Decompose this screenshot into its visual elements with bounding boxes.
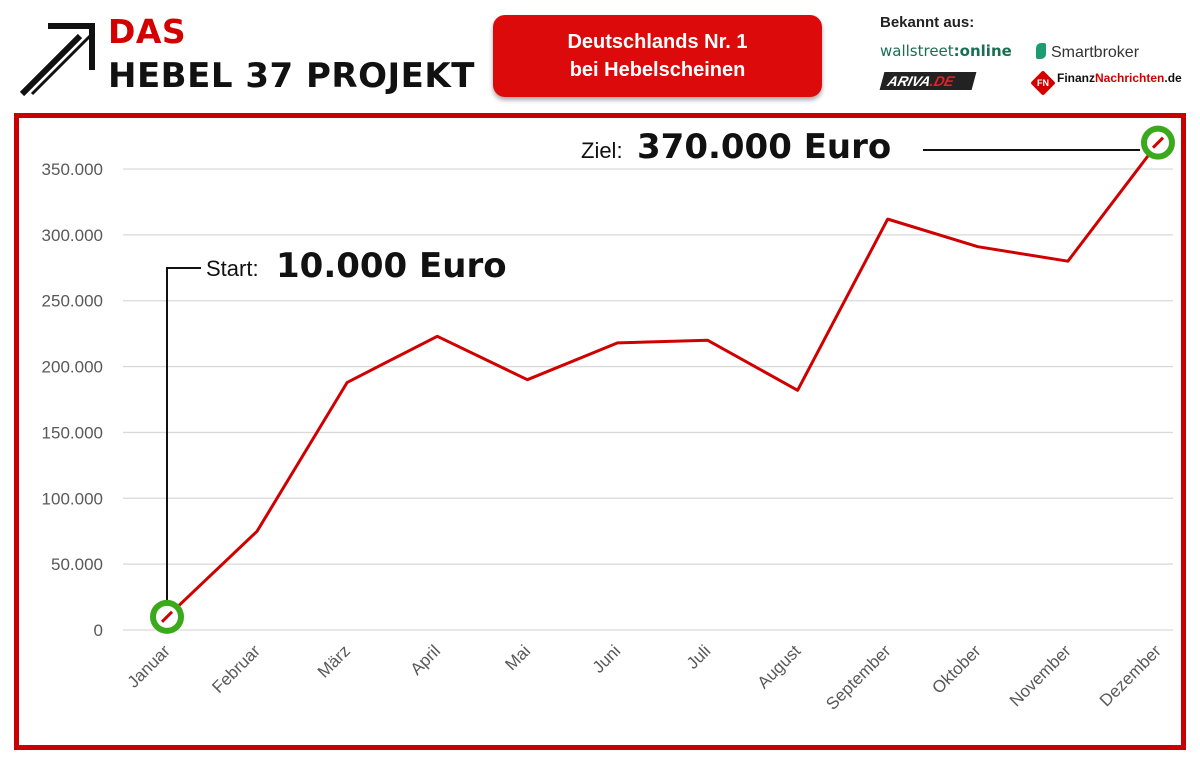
x-tick-label: April bbox=[407, 641, 444, 678]
banner-line-1: Deutschlands Nr. 1 bbox=[567, 31, 748, 53]
x-tick-label: Juli bbox=[683, 641, 714, 672]
x-tick-label: November bbox=[1006, 641, 1075, 710]
y-tick-label: 150.000 bbox=[42, 423, 103, 442]
start-leader-line bbox=[166, 267, 201, 607]
x-tick-label: Juni bbox=[589, 641, 624, 676]
goal-annotation-label: Ziel: bbox=[581, 138, 623, 163]
x-tick-label: Mai bbox=[501, 641, 534, 674]
logo-line-1: DAS bbox=[108, 12, 187, 51]
brand-logo: DAS HEBEL 37 PROJEKT bbox=[18, 12, 474, 100]
y-tick-label: 300.000 bbox=[42, 226, 103, 245]
wallstreet-logo-part-1: wallstreet bbox=[880, 42, 954, 60]
known-from-label: Bekannt aus: bbox=[880, 14, 975, 31]
finanznachrichten-logo: FN FinanzNachrichten.de bbox=[1030, 70, 1182, 96]
wallstreet-logo-part-2: :online bbox=[953, 42, 1012, 60]
y-tick-label: 200.000 bbox=[42, 358, 103, 377]
smartbroker-icon bbox=[1036, 43, 1046, 59]
y-tick-label: 50.000 bbox=[51, 555, 103, 574]
x-tick-label: Februar bbox=[208, 641, 264, 697]
fn-logo-part-1: Finanz bbox=[1057, 71, 1095, 85]
wallstreet-online-logo: wallstreet:online bbox=[880, 42, 1012, 60]
goal-marker-line-segment bbox=[1151, 136, 1165, 149]
start-annotation-label: Start: bbox=[206, 256, 259, 281]
chart-frame bbox=[14, 113, 1186, 750]
series-line bbox=[165, 141, 1160, 618]
y-tick-label: 100.000 bbox=[42, 489, 103, 508]
y-tick-label: 350.000 bbox=[42, 160, 103, 179]
logo-line-2: HEBEL 37 PROJEKT bbox=[108, 56, 475, 96]
x-tick-label: Oktober bbox=[928, 641, 984, 697]
fn-logo-part-2: Nachrichten bbox=[1095, 71, 1165, 85]
smartbroker-logo: Smartbroker bbox=[1036, 43, 1139, 62]
x-tick-label: März bbox=[314, 641, 354, 681]
x-tick-label: Dezember bbox=[1096, 641, 1165, 710]
x-tick-label: Januar bbox=[124, 641, 174, 691]
y-tick-label: 250.000 bbox=[42, 292, 103, 311]
x-tick-label: September bbox=[822, 641, 894, 713]
fn-logo-part-3: .de bbox=[1164, 71, 1182, 85]
arrow-logo-icon bbox=[19, 23, 95, 97]
goal-annotation-value: 370.000 Euro bbox=[637, 127, 892, 167]
x-tick-label: August bbox=[754, 641, 805, 692]
start-marker-line-segment bbox=[160, 610, 174, 623]
smartbroker-text: Smartbroker bbox=[1051, 44, 1140, 61]
y-tick-label: 0 bbox=[94, 621, 103, 640]
headline-banner: Deutschlands Nr. 1 bei Hebelscheinen bbox=[493, 15, 822, 97]
banner-line-2: bei Hebelscheinen bbox=[569, 59, 746, 81]
start-annotation-value: 10.000 Euro bbox=[276, 246, 507, 286]
